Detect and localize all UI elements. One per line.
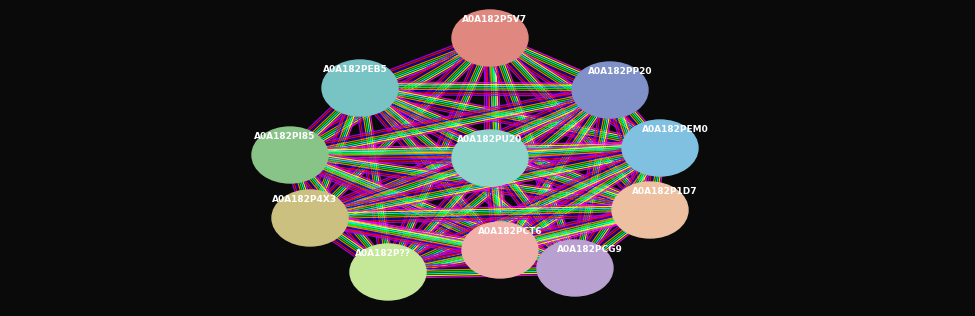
Text: A0A182P5V7: A0A182P5V7 [462, 15, 527, 24]
Text: A0A182P??: A0A182P?? [355, 249, 411, 258]
Ellipse shape [350, 244, 426, 300]
Text: A0A182PCG9: A0A182PCG9 [557, 245, 623, 254]
Ellipse shape [322, 60, 398, 116]
Ellipse shape [572, 62, 648, 118]
Text: A0A182PP20: A0A182PP20 [588, 67, 652, 76]
Ellipse shape [252, 127, 328, 183]
Ellipse shape [452, 10, 528, 66]
Text: A0A182PU20: A0A182PU20 [457, 135, 523, 144]
Text: A0A182PEB5: A0A182PEB5 [323, 65, 387, 74]
Text: A0A182PEM0: A0A182PEM0 [642, 125, 709, 134]
Ellipse shape [622, 120, 698, 176]
Ellipse shape [452, 130, 528, 186]
Text: A0A182PCT6: A0A182PCT6 [478, 227, 542, 236]
Ellipse shape [612, 182, 688, 238]
Ellipse shape [272, 190, 348, 246]
Text: A0A182PI85: A0A182PI85 [254, 132, 316, 141]
Ellipse shape [537, 240, 613, 296]
Ellipse shape [462, 222, 538, 278]
Text: A0A182P4X3: A0A182P4X3 [272, 195, 337, 204]
Text: A0A182P1D7: A0A182P1D7 [632, 187, 698, 196]
